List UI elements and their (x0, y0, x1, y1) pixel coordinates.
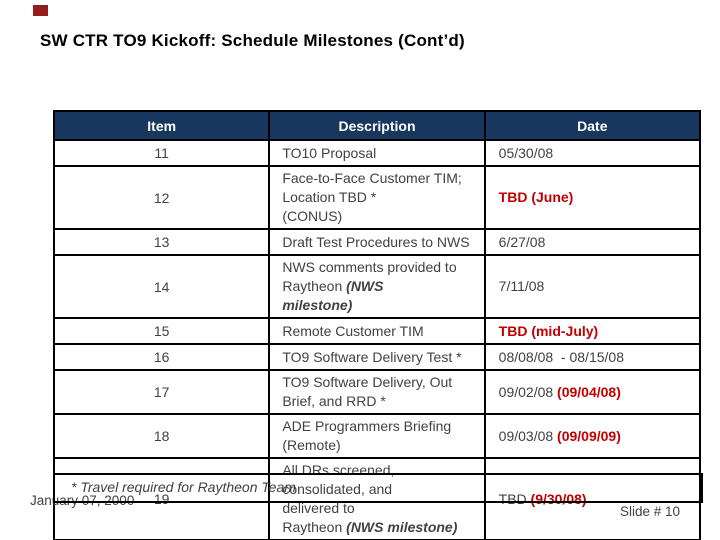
footnote-box: * Travel required for Raytheon Team (53, 473, 703, 503)
date-cell: TBD (June) (483, 165, 702, 230)
text-segment: Remote Customer TIM (282, 322, 424, 339)
slide-title: SW CTR TO9 Kickoff: Schedule Milestones … (40, 31, 465, 50)
accent-mark (33, 5, 48, 16)
date-cell: 09/03/08 (09/09/09) (483, 413, 702, 459)
table-row: 11 TO10 Proposal 05/30/08 (52, 139, 702, 167)
text-segment: (NWS milestone) (346, 519, 458, 535)
description-cell: Draft Test Procedures to NWS (268, 228, 486, 256)
description-cell: NWS comments provided to Raytheon (NWS m… (268, 254, 486, 319)
date-cell: TBD (mid-July) (483, 317, 702, 345)
milestone-table: Item Description Date 11 TO10 Proposal 05/… (52, 110, 702, 540)
date-cell: 7/11/08 (483, 254, 702, 319)
description-cell: TO9 Software Delivery, Out Brief, and RR… (268, 369, 486, 415)
text-segment: 09/03/08 (498, 427, 558, 444)
text-segment: Draft Test Procedures to NWS (282, 233, 470, 250)
table-row: 16 TO9 Software Delivery Test * 08/08/08 -… (52, 343, 702, 371)
item-cell: 12 (52, 165, 271, 230)
text-segment: ADE Programmers Briefing (Remote) (282, 418, 456, 453)
table-row: 12 Face-to-Face Customer TIM; Location TB… (52, 165, 702, 230)
text-segment: TBD (June) (498, 189, 574, 205)
item-cell: 11 (52, 139, 271, 167)
item-cell: 16 (52, 343, 271, 371)
text-segment: TBD (mid-July) (498, 322, 599, 339)
text-segment: TO9 Software Delivery Test * (282, 348, 462, 365)
description-cell: TO10 Proposal (268, 139, 486, 167)
table-row: 14 NWS comments provided to Raytheon (NWS… (52, 254, 702, 319)
text-segment: (09/04/08) (557, 383, 621, 400)
footnote-text: * Travel required for Raytheon Team (71, 479, 296, 495)
text-segment: 09/02/08 (498, 383, 558, 400)
description-cell: Remote Customer TIM (268, 317, 486, 345)
item-cell: 18 (52, 413, 271, 459)
table-row: 15 Remote Customer TIM TBD (mid-July) (52, 317, 702, 345)
date-cell: 05/30/08 (483, 139, 702, 167)
date-cell: 09/02/08 (09/04/08) (483, 369, 702, 415)
text-segment: All DRs screened, consolidated, and deli… (282, 462, 395, 535)
item-cell: 15 (52, 317, 271, 345)
text-segment: TO10 Proposal (282, 144, 377, 161)
table-header-row: Item Description Date (52, 110, 702, 141)
table-row: 19 All DRs screened, consolidated, and de… (52, 457, 702, 540)
text-segment: NWS comments provided to Raytheon (282, 259, 461, 294)
description-cell: Face-to-Face Customer TIM; Location TBD … (268, 165, 486, 230)
date-cell: 6/27/08 (483, 228, 702, 256)
table-header: Item Description Date (52, 110, 702, 141)
column-header-item: Item (52, 110, 271, 141)
text-segment: 6/27/08 (498, 233, 546, 250)
text-segment: (NWS milestone) (282, 278, 384, 313)
text-segment: (09/09/09) (557, 427, 621, 444)
date-cell: 08/08/08 - 08/15/08 (483, 343, 702, 371)
item-cell: 19 (52, 457, 271, 540)
text-segment: Face-to-Face Customer TIM; Location TBD … (282, 170, 462, 224)
item-cell: 14 (52, 254, 271, 319)
date-cell: TBD (9/30/08) (483, 457, 702, 540)
text-segment: TO9 Software Delivery, Out Brief, and RR… (282, 374, 457, 409)
table-row: 17 TO9 Software Delivery, Out Brief, and … (52, 369, 702, 415)
item-cell: 17 (52, 369, 271, 415)
description-cell: ADE Programmers Briefing (Remote) (268, 413, 486, 459)
item-cell: 13 (52, 228, 271, 256)
column-header-description: Description (268, 110, 486, 141)
footer-date: January 07, 2000 (30, 493, 135, 508)
column-header-date: Date (483, 110, 702, 141)
description-cell: TO9 Software Delivery Test * (268, 343, 486, 371)
table-body: 11 TO10 Proposal 05/30/08 12 Face-to-Face Cu… (52, 139, 702, 540)
table-row: 13 Draft Test Procedures to NWS 6/27/08 (52, 228, 702, 256)
slide-number: Slide # 10 (620, 504, 681, 519)
text-segment: 08/08/08 - 08/15/08 (498, 348, 624, 365)
description-cell: All DRs screened, consolidated, and deli… (268, 457, 486, 540)
text-segment: 05/30/08 (498, 144, 554, 161)
table-row: 18 ADE Programmers Briefing (Remote) 09/03… (52, 413, 702, 459)
text-segment: 7/11/08 (498, 278, 545, 294)
